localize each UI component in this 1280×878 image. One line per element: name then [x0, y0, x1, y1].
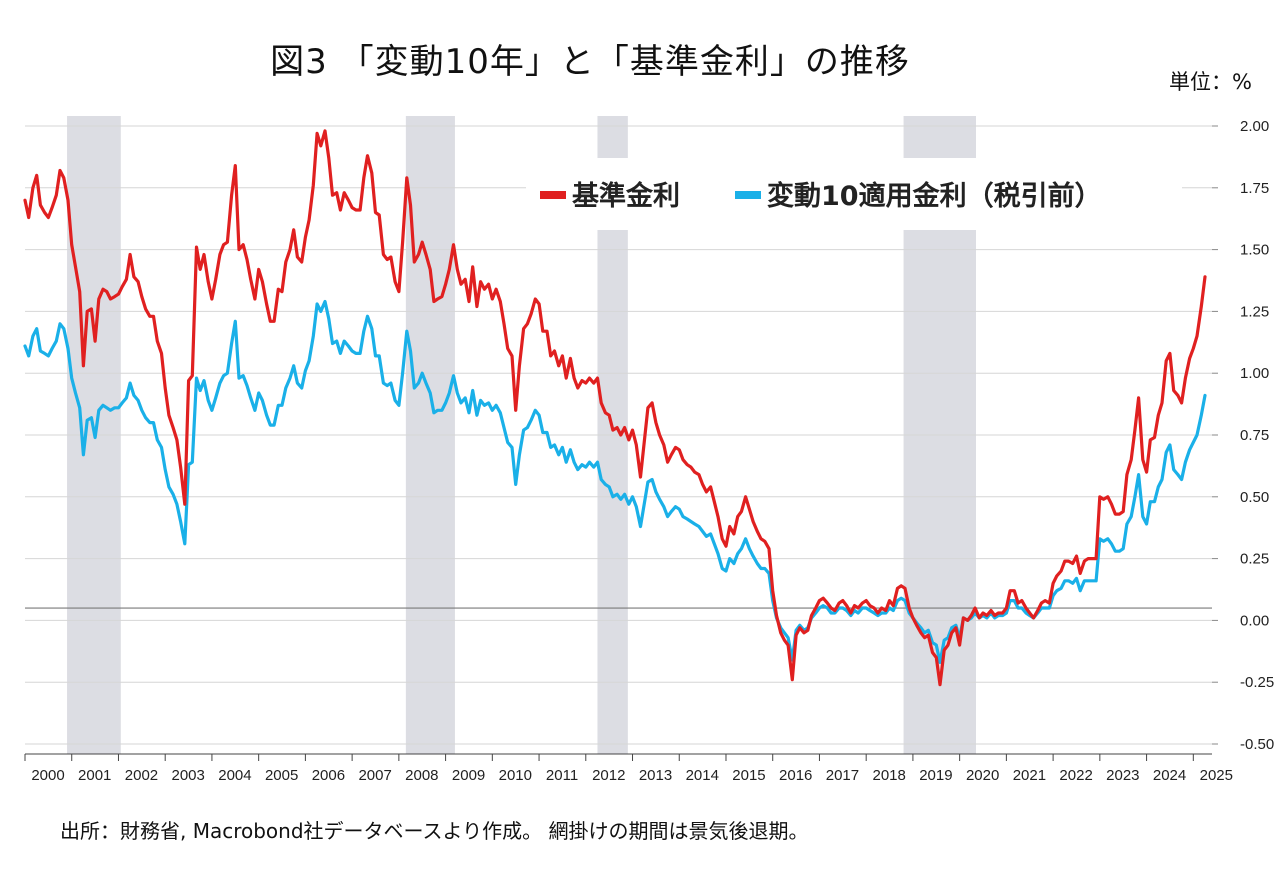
y-tick-label-8: 0.00	[1240, 612, 1269, 629]
source-note: 出所：財務省, Macrobond社データベースより作成。 網掛けの期間は景気後…	[60, 819, 809, 843]
x-tick-label-24: 2024	[1153, 767, 1186, 784]
x-tick-label-21: 2021	[1013, 767, 1046, 784]
x-tick-label-2: 2002	[125, 767, 158, 784]
x-tick-label-19: 2019	[919, 767, 952, 784]
x-tick-label-25: 2025	[1200, 767, 1233, 784]
line-chart: 2.00 1.75 1.50 1.25 1.00 0.75 0.50 0.25 0.00 -0.2…	[23, 116, 1274, 784]
x-tick-label-12: 2012	[592, 767, 625, 784]
y-tick-label-6: 0.50	[1240, 489, 1269, 506]
x-tick-label-14: 2014	[686, 767, 719, 784]
x-tick-label-13: 2013	[639, 767, 672, 784]
x-tick-label-9: 2009	[452, 767, 485, 784]
x-tick-label-3: 2003	[172, 767, 205, 784]
series-lines	[23, 129, 1207, 687]
y-tick-label-2: 1.50	[1240, 242, 1269, 259]
x-axis: 2000 2001 2002 2003 2004 2005 2006 2007 2008 2009…	[24, 753, 1233, 784]
x-tick-label-0: 2000	[31, 767, 64, 784]
x-tick-label-4: 2004	[218, 767, 251, 784]
x-tick-label-22: 2022	[1059, 767, 1092, 784]
y-tick-label-3: 1.25	[1240, 303, 1269, 320]
x-tick-label-11: 2011	[546, 767, 578, 784]
x-tick-label-16: 2016	[779, 767, 812, 784]
x-tick-label-17: 2017	[826, 767, 859, 784]
y-tick-label-5: 0.75	[1240, 427, 1269, 444]
x-tick-label-8: 2008	[405, 767, 438, 784]
series-line-0	[23, 129, 1207, 687]
x-tick-label-15: 2015	[732, 767, 765, 784]
x-tick-label-5: 2005	[265, 767, 298, 784]
y-tick-label-4: 1.00	[1240, 365, 1269, 382]
y-tick-label-7: 0.25	[1240, 551, 1269, 568]
x-tick-label-20: 2020	[966, 767, 999, 784]
legend-label-0: 基準金利	[572, 180, 680, 212]
unit-label: 単位：%	[1169, 70, 1252, 94]
legend: 基準金利 変動10適用金利（税引前）	[526, 158, 1182, 230]
x-tick-label-18: 2018	[872, 767, 905, 784]
y-tick-label-9: -0.25	[1240, 674, 1274, 691]
x-tick-label-10: 2010	[499, 767, 532, 784]
x-tick-label-7: 2007	[358, 767, 391, 784]
x-tick-label-23: 2023	[1106, 767, 1139, 784]
y-tick-label-10: -0.50	[1240, 736, 1274, 753]
legend-swatch-1	[735, 191, 761, 199]
y-tick-label-0: 2.00	[1240, 118, 1269, 135]
legend-background	[526, 158, 1182, 230]
legend-label-1: 変動10適用金利（税引前）	[767, 180, 1102, 212]
x-tick-label-6: 2006	[312, 767, 345, 784]
y-axis: 2.00 1.75 1.50 1.25 1.00 0.75 0.50 0.25 0.00 -0.2…	[1212, 118, 1274, 753]
legend-swatch-0	[540, 191, 566, 199]
y-tick-label-1: 1.75	[1240, 180, 1269, 197]
x-tick-label-1: 2001	[78, 767, 111, 784]
chart-title: 図3 「変動10年」と「基準金利」の推移	[270, 42, 910, 82]
